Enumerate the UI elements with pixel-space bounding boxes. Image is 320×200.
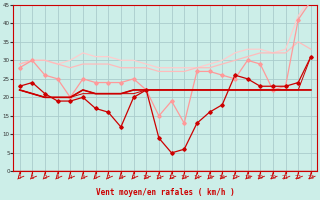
- X-axis label: Vent moyen/en rafales ( km/h ): Vent moyen/en rafales ( km/h ): [96, 188, 235, 197]
